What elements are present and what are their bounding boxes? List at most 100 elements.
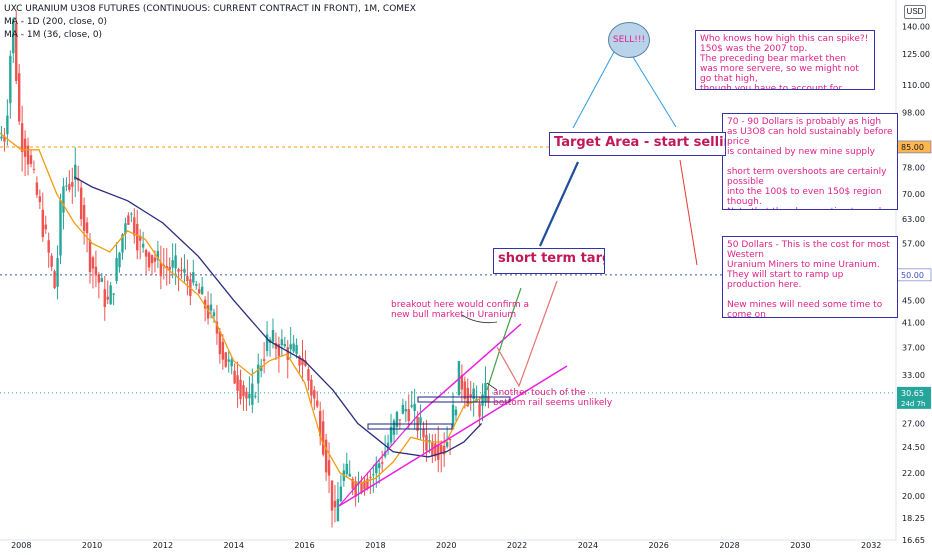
candle-body: [333, 500, 337, 508]
candle-body: [277, 344, 281, 357]
candle-body: [195, 284, 198, 286]
candle-body: [65, 185, 68, 187]
candle-body: [383, 451, 387, 457]
candle-body: [410, 405, 413, 407]
candle-body: [224, 352, 227, 367]
last-price-tag-bg: [897, 386, 931, 409]
candle-body: [236, 375, 239, 391]
candle-body: [451, 404, 455, 430]
note-spike: Who knows how high this can spike?! 150$…: [695, 30, 875, 90]
level85-tag: 85.00: [901, 143, 924, 152]
candle-body: [177, 269, 180, 272]
level50-tag: 50.00: [901, 271, 924, 280]
y-tick-label: 140.00: [902, 23, 930, 32]
target-arrow: [538, 161, 580, 247]
ma200-legend: MA - 1D (200, close, 0): [4, 17, 107, 27]
candle-body: [304, 360, 307, 366]
candle-body: [481, 394, 484, 406]
sell-bubble: SELL!!!: [608, 22, 650, 58]
y-tick-label: 33.00: [902, 371, 925, 380]
candle-body: [245, 391, 248, 399]
candle-body: [313, 390, 316, 399]
candle-body: [413, 403, 416, 411]
candle-body: [206, 305, 210, 319]
candle-body: [404, 409, 407, 412]
y-tick-label: 41.00: [902, 319, 925, 328]
candle-body: [32, 168, 36, 170]
candle-body: [44, 224, 47, 230]
short-term-target-box: short term target: [493, 248, 605, 274]
y-tick-label: 57.00: [902, 239, 925, 248]
candle-body: [469, 394, 472, 398]
candle-body: [298, 355, 301, 366]
currency-button[interactable]: USD: [904, 5, 926, 19]
y-tick-label: 20.00: [902, 492, 925, 501]
candle-body: [366, 478, 369, 489]
candle-body: [115, 257, 118, 282]
candle-body: [310, 379, 313, 396]
candle-body: [445, 442, 449, 447]
candle-body: [133, 217, 136, 236]
candle-body: [136, 223, 139, 251]
candle-body: [118, 252, 121, 268]
candle-body: [29, 155, 33, 164]
candle-body: [463, 381, 467, 400]
candle-body: [82, 205, 86, 231]
candle-body: [316, 400, 319, 407]
bull-projection-path: [486, 287, 522, 391]
candle-body: [345, 463, 348, 475]
candle-body: [251, 383, 254, 405]
candle-body: [437, 444, 440, 460]
candle-body: [112, 293, 115, 295]
candle-body: [283, 344, 286, 347]
candle-body: [171, 260, 174, 268]
candle-body: [454, 409, 458, 416]
candle-body: [227, 359, 230, 362]
candle-body: [200, 286, 204, 295]
candle-body: [3, 136, 6, 142]
candle-body: [56, 258, 59, 287]
x-tick-label: 2016: [294, 541, 314, 550]
candle-body: [47, 240, 50, 253]
candle-body: [17, 73, 21, 122]
candle-body: [460, 375, 464, 390]
candle-body: [91, 257, 95, 269]
x-tick-label: 2032: [861, 541, 881, 550]
candle-body: [221, 341, 225, 360]
candle-body: [434, 443, 437, 457]
candle-body: [74, 164, 77, 180]
candle-body: [327, 460, 331, 476]
candle-body: [425, 434, 428, 451]
candle-body: [363, 480, 366, 490]
candle-body: [339, 486, 343, 502]
candle-body: [378, 463, 381, 469]
candle-body: [159, 262, 163, 277]
candle-body: [386, 442, 390, 451]
candle-body: [407, 409, 410, 422]
candle-body: [351, 478, 354, 489]
candle-body: [295, 344, 298, 354]
candle-body: [239, 379, 242, 400]
countdown-tag: 24d 7h: [901, 400, 925, 408]
sell-arrow-right: [629, 51, 677, 128]
target-area-box: Target Area - start selling here: [549, 132, 726, 156]
last-price-tag: 30.65: [901, 389, 924, 398]
candle-body: [419, 417, 422, 423]
y-tick-label: 70.00: [902, 190, 925, 199]
candle-body: [20, 123, 24, 153]
candle-body: [398, 419, 402, 421]
breakout-label: breakout here would confirm a new bull m…: [391, 300, 530, 320]
downside-arrow: [679, 159, 698, 266]
candle-body: [212, 312, 216, 317]
candle-body: [0, 136, 3, 139]
candle-body: [401, 404, 405, 414]
x-tick-label: 2024: [578, 541, 598, 550]
y-tick-label: 45.00: [902, 296, 925, 305]
candle-body: [286, 347, 289, 360]
candle-body: [97, 274, 101, 283]
candle-body: [472, 388, 475, 399]
candle-body: [307, 369, 310, 381]
candle-body: [130, 213, 133, 215]
